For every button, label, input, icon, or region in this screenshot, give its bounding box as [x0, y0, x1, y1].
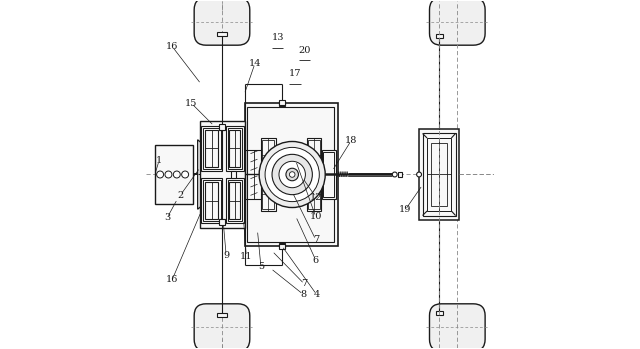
Bar [262, 140, 274, 170]
Bar [217, 312, 227, 317]
Bar [323, 152, 334, 197]
Bar [155, 145, 193, 204]
Text: 19: 19 [399, 206, 412, 214]
FancyBboxPatch shape [429, 0, 485, 45]
Bar [422, 133, 456, 216]
Bar [279, 101, 285, 106]
Bar [431, 142, 447, 207]
Circle shape [173, 171, 180, 178]
Text: 18: 18 [345, 136, 358, 145]
Bar [436, 34, 443, 38]
Bar [219, 125, 225, 130]
Text: 7: 7 [313, 235, 319, 244]
Bar [279, 244, 285, 248]
Polygon shape [198, 140, 223, 209]
Bar [397, 172, 403, 177]
Text: 6: 6 [313, 256, 319, 265]
Text: 3: 3 [164, 214, 170, 222]
Bar [217, 32, 227, 37]
Text: 5: 5 [258, 262, 264, 271]
Bar [228, 180, 242, 221]
FancyBboxPatch shape [194, 0, 250, 45]
Circle shape [259, 141, 325, 208]
Bar [261, 178, 275, 211]
Bar [427, 138, 451, 211]
Text: 17: 17 [289, 69, 301, 78]
Text: 10: 10 [310, 213, 322, 221]
Circle shape [157, 171, 164, 178]
Bar [279, 101, 285, 105]
Circle shape [392, 172, 397, 177]
Circle shape [182, 171, 189, 178]
Bar [307, 138, 321, 171]
Bar [200, 121, 245, 228]
Bar [307, 178, 321, 211]
Bar [247, 107, 334, 242]
Bar [419, 129, 459, 220]
Bar [205, 182, 218, 219]
Bar [229, 130, 241, 167]
Bar [201, 178, 222, 223]
Bar [205, 130, 218, 167]
Text: 20: 20 [298, 46, 310, 54]
Bar [436, 311, 443, 315]
Circle shape [272, 154, 312, 195]
Circle shape [417, 172, 422, 177]
Bar [219, 218, 225, 224]
Bar [231, 171, 236, 178]
Bar [201, 126, 222, 171]
Bar [226, 126, 244, 171]
Text: 2: 2 [177, 191, 184, 200]
Text: 14: 14 [249, 59, 261, 68]
Bar [261, 138, 275, 171]
Bar [226, 178, 244, 223]
Bar [262, 179, 274, 209]
Text: 15: 15 [185, 99, 198, 108]
FancyBboxPatch shape [429, 304, 485, 349]
Bar [219, 219, 225, 224]
Circle shape [165, 171, 172, 178]
Text: 1: 1 [156, 156, 162, 165]
Text: 9: 9 [223, 251, 229, 260]
Bar [229, 182, 241, 219]
Bar [202, 128, 221, 169]
Text: 8: 8 [300, 290, 307, 299]
Text: 4: 4 [314, 290, 319, 299]
Circle shape [286, 168, 298, 181]
Text: 12: 12 [310, 193, 322, 202]
Text: 13: 13 [271, 34, 284, 42]
Bar [219, 125, 225, 131]
Text: 7: 7 [301, 280, 307, 289]
Text: 11: 11 [240, 252, 253, 261]
FancyBboxPatch shape [194, 304, 250, 349]
Text: 16: 16 [166, 42, 179, 51]
Text: 16: 16 [166, 275, 179, 284]
Circle shape [265, 147, 319, 202]
Bar [244, 103, 338, 246]
Bar [308, 179, 320, 209]
Circle shape [279, 161, 305, 188]
Bar [228, 128, 242, 169]
Bar [308, 140, 320, 170]
Bar [202, 180, 221, 221]
Bar [279, 243, 285, 248]
Circle shape [289, 172, 295, 177]
Bar [322, 150, 335, 199]
